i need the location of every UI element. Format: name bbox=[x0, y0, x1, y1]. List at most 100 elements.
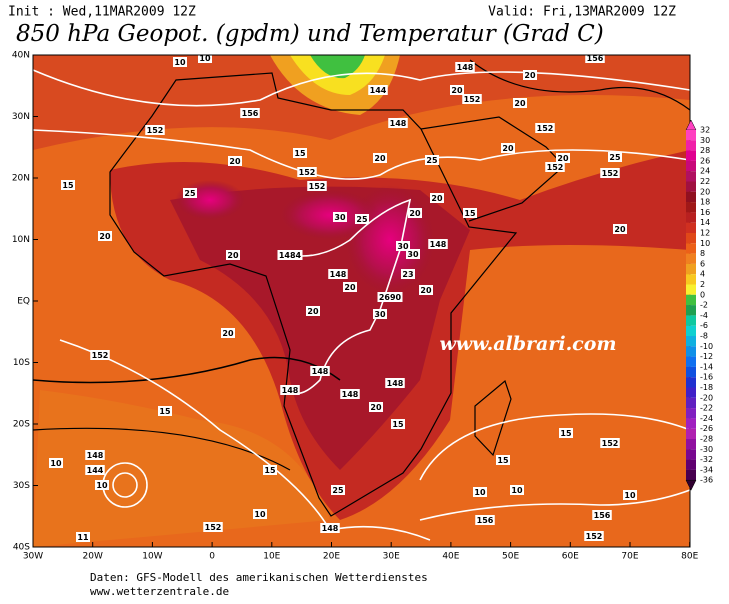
source-note: Daten: GFS-Modell des amerikanischen Wet… bbox=[90, 571, 428, 584]
colorbar-label: -36 bbox=[700, 476, 713, 485]
colorbar-swatch bbox=[686, 233, 696, 244]
colorbar-swatch bbox=[686, 336, 696, 347]
contour-label-box bbox=[203, 522, 223, 532]
contour-label-box bbox=[90, 350, 110, 360]
contour-label: 20 bbox=[222, 329, 234, 338]
contour-label: 10 bbox=[199, 54, 211, 63]
colorbar-label: 28 bbox=[700, 146, 710, 155]
contour-label-box bbox=[513, 98, 527, 108]
colorbar-swatch bbox=[686, 366, 696, 378]
lat-label: 40S bbox=[13, 543, 30, 553]
contour-label-box bbox=[425, 155, 439, 165]
colorbar-swatch bbox=[686, 408, 696, 419]
colorbar-label: -30 bbox=[700, 445, 713, 454]
colorbar-label: 12 bbox=[700, 229, 710, 238]
contour-label: 152 bbox=[147, 126, 164, 135]
colorbar-label: -28 bbox=[700, 435, 713, 444]
contour-label: 152 bbox=[602, 439, 619, 448]
colorbar-swatch bbox=[686, 191, 696, 203]
contour-label: 20 bbox=[431, 194, 443, 203]
colorbar-label: 30 bbox=[700, 136, 710, 145]
contour-label: 152 bbox=[299, 168, 316, 177]
contour-label: 156 bbox=[594, 511, 611, 520]
contour-label-box bbox=[584, 531, 604, 541]
lat-label: 10N bbox=[12, 235, 30, 245]
contour-label: 20 bbox=[344, 283, 356, 292]
lon-label: 30W bbox=[23, 552, 43, 562]
contour-label-box bbox=[183, 188, 197, 198]
colorbar-swatch bbox=[686, 387, 696, 398]
contour-label-box bbox=[228, 156, 242, 166]
contour-label-box bbox=[613, 224, 627, 234]
contour-label: 20 bbox=[374, 154, 386, 163]
contour-label: 25 bbox=[332, 486, 344, 495]
colorbar-swatch bbox=[686, 346, 696, 357]
colorbar-swatch bbox=[686, 325, 696, 336]
contour-label-box bbox=[545, 162, 565, 172]
contour-label-box bbox=[523, 70, 537, 80]
colorbar-label: -24 bbox=[700, 414, 713, 423]
colorbar-label: -20 bbox=[700, 393, 713, 402]
contour-label-box bbox=[475, 515, 495, 525]
colorbar-label: -34 bbox=[700, 465, 713, 474]
lat-label: 30N bbox=[12, 112, 30, 122]
contour-label-box bbox=[320, 523, 340, 533]
contour-label-box bbox=[173, 57, 187, 67]
colorbar-label: 16 bbox=[700, 208, 710, 217]
colorbar-label: 22 bbox=[700, 177, 710, 186]
colorbar-label: 18 bbox=[700, 198, 710, 207]
contour-label: 25 bbox=[184, 189, 196, 198]
contour-label-box bbox=[585, 55, 605, 63]
colorbar-label: 4 bbox=[700, 270, 705, 279]
colorbar-label: -32 bbox=[700, 455, 713, 464]
contour-label: 156 bbox=[587, 54, 604, 63]
contour-label: 20 bbox=[409, 209, 421, 218]
contour-label: 144 bbox=[370, 86, 387, 95]
lon-label: 80E bbox=[681, 552, 698, 562]
contour-label: 15 bbox=[264, 466, 276, 475]
contour-label: 15 bbox=[560, 429, 572, 438]
contour-label: 156 bbox=[242, 109, 259, 118]
contour-label-box bbox=[306, 306, 320, 316]
lon-label: 10E bbox=[263, 552, 280, 562]
contour-label: 23 bbox=[402, 270, 413, 279]
colorbar-swatch bbox=[686, 160, 696, 172]
contour-label-box bbox=[455, 62, 475, 72]
colorbar-label: -18 bbox=[700, 383, 713, 392]
contour-label: 1484 bbox=[279, 251, 302, 260]
contour-label: 152 bbox=[537, 124, 554, 133]
colorbar-swatch bbox=[686, 469, 696, 481]
contour-label-box bbox=[95, 480, 109, 490]
colorbar-label: -10 bbox=[700, 342, 713, 351]
contour-label: 10 bbox=[511, 486, 523, 495]
colorbar-label: -4 bbox=[700, 311, 708, 320]
contour-label: 20 bbox=[451, 86, 463, 95]
colorbar-swatch bbox=[686, 294, 696, 306]
colorbar-label: 6 bbox=[700, 259, 705, 268]
contour-label: 148 bbox=[390, 119, 407, 128]
contour-label-box bbox=[430, 193, 444, 203]
colorbar-label: 2 bbox=[700, 280, 705, 289]
contour-label-box bbox=[428, 239, 448, 249]
contour-label: 148 bbox=[342, 390, 359, 399]
lat-label: 20N bbox=[12, 174, 30, 184]
contour-label: 15 bbox=[159, 407, 171, 416]
source-url: www.wetterzentrale.de bbox=[90, 585, 229, 598]
colorbar-swatch bbox=[686, 418, 696, 429]
contour-label-box bbox=[496, 455, 510, 465]
colorbar-swatch bbox=[686, 253, 696, 264]
lon-label: 30E bbox=[383, 552, 400, 562]
contour-label-box bbox=[277, 250, 303, 260]
map-title: 850 hPa Geopot. (gpdm) und Temperatur (G… bbox=[16, 21, 604, 47]
lon-label: 70E bbox=[621, 552, 638, 562]
contour-label: 10 bbox=[474, 488, 486, 497]
contour-label-box bbox=[221, 328, 235, 338]
colorbar-swatch bbox=[686, 222, 696, 233]
lon-label: 0 bbox=[209, 552, 215, 562]
contour-label-box bbox=[401, 269, 415, 279]
colorbar-swatch bbox=[686, 397, 696, 409]
contour-label-box bbox=[226, 250, 240, 260]
contour-label-box bbox=[391, 419, 405, 429]
colorbar-swatch bbox=[686, 428, 696, 439]
